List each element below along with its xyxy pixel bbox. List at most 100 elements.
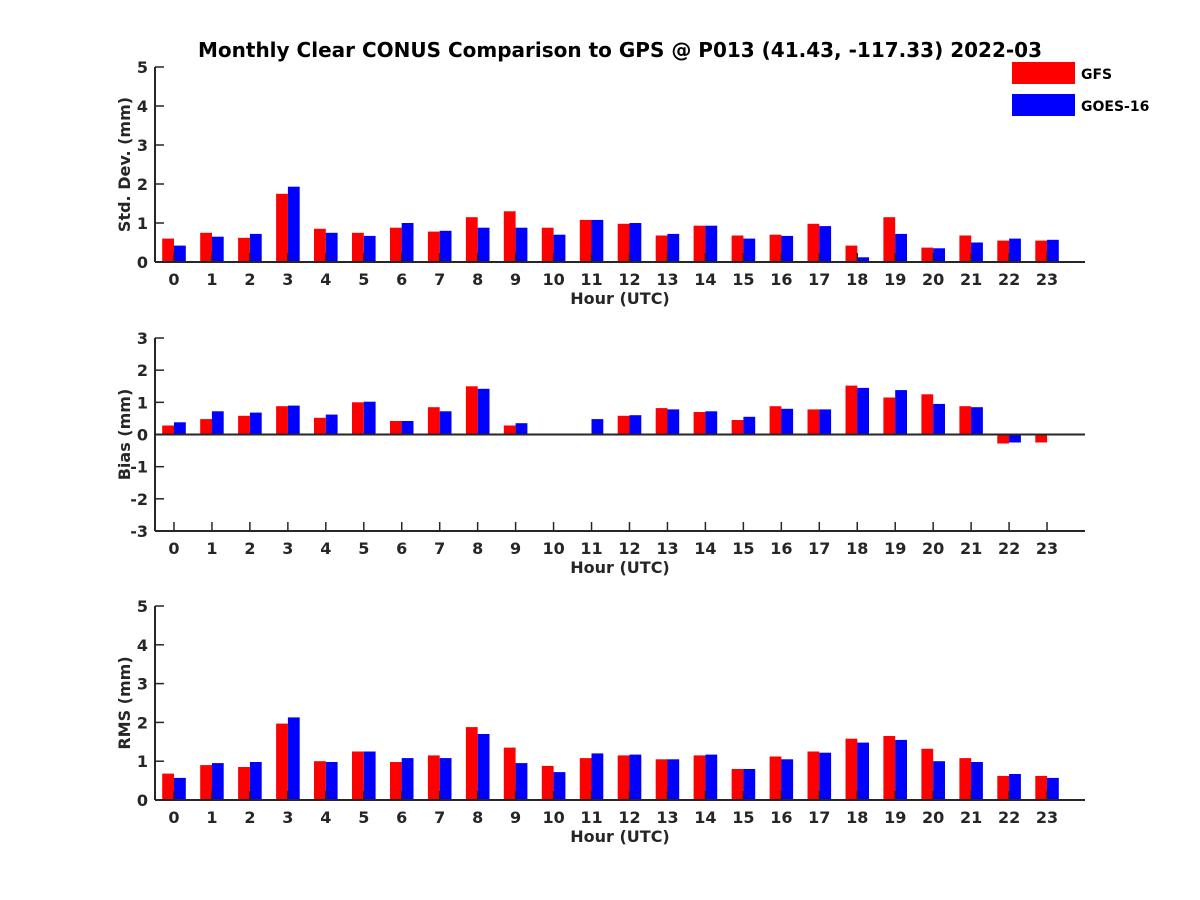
x-tick-label: 22 (998, 270, 1020, 289)
bar-gfs-hour-3 (276, 406, 288, 435)
y-tick-label: 1 (137, 214, 148, 233)
bar-goes-16-hour-4 (325, 762, 338, 800)
x-tick-label: 3 (282, 808, 293, 827)
bar-goes-16-hour-5 (363, 235, 376, 262)
x-tick-label: 17 (808, 539, 830, 558)
bar-goes-16-hour-0 (174, 422, 186, 435)
x-tick-label: 15 (732, 270, 754, 289)
bar-gfs-hour-1 (200, 419, 212, 435)
bar-goes-16-hour-16 (781, 235, 794, 262)
x-tick-label: 5 (358, 270, 369, 289)
bar-goes-16-hour-4 (325, 414, 338, 435)
bar-gfs-hour-14 (693, 755, 706, 800)
legend-label: GOES-16 (1081, 99, 1149, 115)
bar-goes-16-hour-1 (211, 411, 224, 435)
legend-label: GFS (1081, 67, 1112, 83)
x-tick-label: 23 (1036, 808, 1058, 827)
bar-goes-16-hour-15 (743, 238, 756, 262)
bar-goes-16-hour-20 (933, 248, 945, 262)
bar-goes-16-hour-14 (705, 225, 718, 262)
bar-gfs-hour-8 (465, 386, 478, 435)
bar-goes-16-hour-16 (781, 759, 794, 800)
bar-gfs-hour-18 (845, 245, 858, 262)
bar-goes-16-hour-13 (667, 409, 680, 435)
bar-gfs-hour-22 (997, 775, 1010, 800)
x-tick-label: 15 (732, 808, 754, 827)
x-tick-label: 6 (396, 539, 407, 558)
x-tick-label: 6 (396, 270, 407, 289)
bar-goes-16-hour-6 (401, 758, 414, 800)
bar-gfs-hour-9 (503, 211, 516, 262)
bar-gfs-hour-18 (845, 385, 858, 435)
y-tick-label: 3 (137, 136, 148, 155)
bar-goes-16-hour-13 (667, 233, 680, 262)
y-tick-label: -1 (130, 458, 148, 477)
bar-gfs-hour-6 (390, 227, 402, 262)
bar-goes-16-hour-3 (287, 186, 300, 262)
x-axis-label: Hour (UTC) (570, 827, 670, 846)
x-tick-label: 2 (244, 539, 255, 558)
bar-goes-16-hour-10 (553, 772, 566, 800)
x-tick-label: 2 (244, 270, 255, 289)
y-tick-label: 4 (137, 636, 148, 655)
bar-goes-16-hour-19 (895, 739, 907, 800)
legend-swatch-gfs (1012, 62, 1075, 84)
x-tick-label: 3 (282, 270, 293, 289)
bar-goes-16-hour-5 (363, 401, 376, 435)
x-tick-label: 12 (618, 270, 640, 289)
x-tick-label: 2 (244, 808, 255, 827)
y-tick-label: 2 (137, 713, 148, 732)
bar-gfs-hour-13 (655, 759, 668, 800)
bar-gfs-hour-11 (579, 219, 592, 262)
bar-gfs-hour-22 (997, 434, 1010, 444)
bar-goes-16-hour-11 (591, 219, 604, 262)
bar-gfs-hour-4 (314, 417, 326, 435)
x-tick-label: 22 (998, 808, 1020, 827)
bar-goes-16-hour-8 (477, 227, 490, 262)
bar-gfs-hour-21 (959, 406, 972, 435)
bar-gfs-hour-5 (352, 232, 364, 263)
x-tick-label: 14 (694, 539, 716, 558)
x-tick-label: 10 (542, 539, 564, 558)
bar-gfs-hour-3 (276, 193, 288, 263)
x-tick-label: 16 (770, 539, 792, 558)
x-tick-label: 5 (358, 539, 369, 558)
bar-goes-16-hour-2 (249, 412, 262, 435)
x-tick-label: 1 (206, 808, 217, 827)
bar-gfs-hour-0 (162, 425, 174, 435)
bar-gfs-hour-21 (959, 758, 972, 800)
bar-goes-16-hour-10 (553, 234, 566, 262)
x-tick-label: 13 (656, 539, 678, 558)
bar-goes-16-hour-7 (439, 230, 452, 262)
bar-goes-16-hour-9 (515, 763, 528, 800)
bar-goes-16-hour-1 (211, 236, 224, 262)
x-tick-label: 5 (358, 808, 369, 827)
bar-goes-16-hour-15 (743, 416, 756, 435)
bar-goes-16-hour-22 (1009, 434, 1021, 443)
x-tick-label: 18 (846, 539, 868, 558)
bar-goes-16-hour-15 (743, 769, 756, 800)
y-tick-label: 5 (137, 597, 148, 616)
y-tick-label: 1 (137, 393, 148, 412)
bar-gfs-hour-2 (238, 415, 250, 435)
bar-goes-16-hour-16 (781, 408, 794, 435)
bar-gfs-hour-4 (314, 761, 326, 800)
x-tick-label: 0 (168, 808, 179, 827)
bar-gfs-hour-19 (883, 736, 896, 800)
x-tick-label: 9 (510, 808, 521, 827)
x-tick-label: 17 (808, 808, 830, 827)
x-tick-label: 16 (770, 270, 792, 289)
bar-goes-16-hour-20 (933, 761, 945, 800)
x-tick-label: 16 (770, 808, 792, 827)
bar-goes-16-hour-6 (401, 421, 414, 435)
x-tick-label: 20 (922, 808, 944, 827)
bar-goes-16-hour-3 (287, 405, 300, 435)
bar-goes-16-hour-11 (591, 753, 604, 800)
bar-gfs-hour-16 (769, 234, 782, 262)
bar-goes-16-hour-9 (515, 227, 528, 262)
bar-gfs-hour-10 (541, 227, 554, 262)
bar-gfs-hour-21 (959, 235, 972, 262)
bar-gfs-hour-17 (807, 751, 820, 800)
